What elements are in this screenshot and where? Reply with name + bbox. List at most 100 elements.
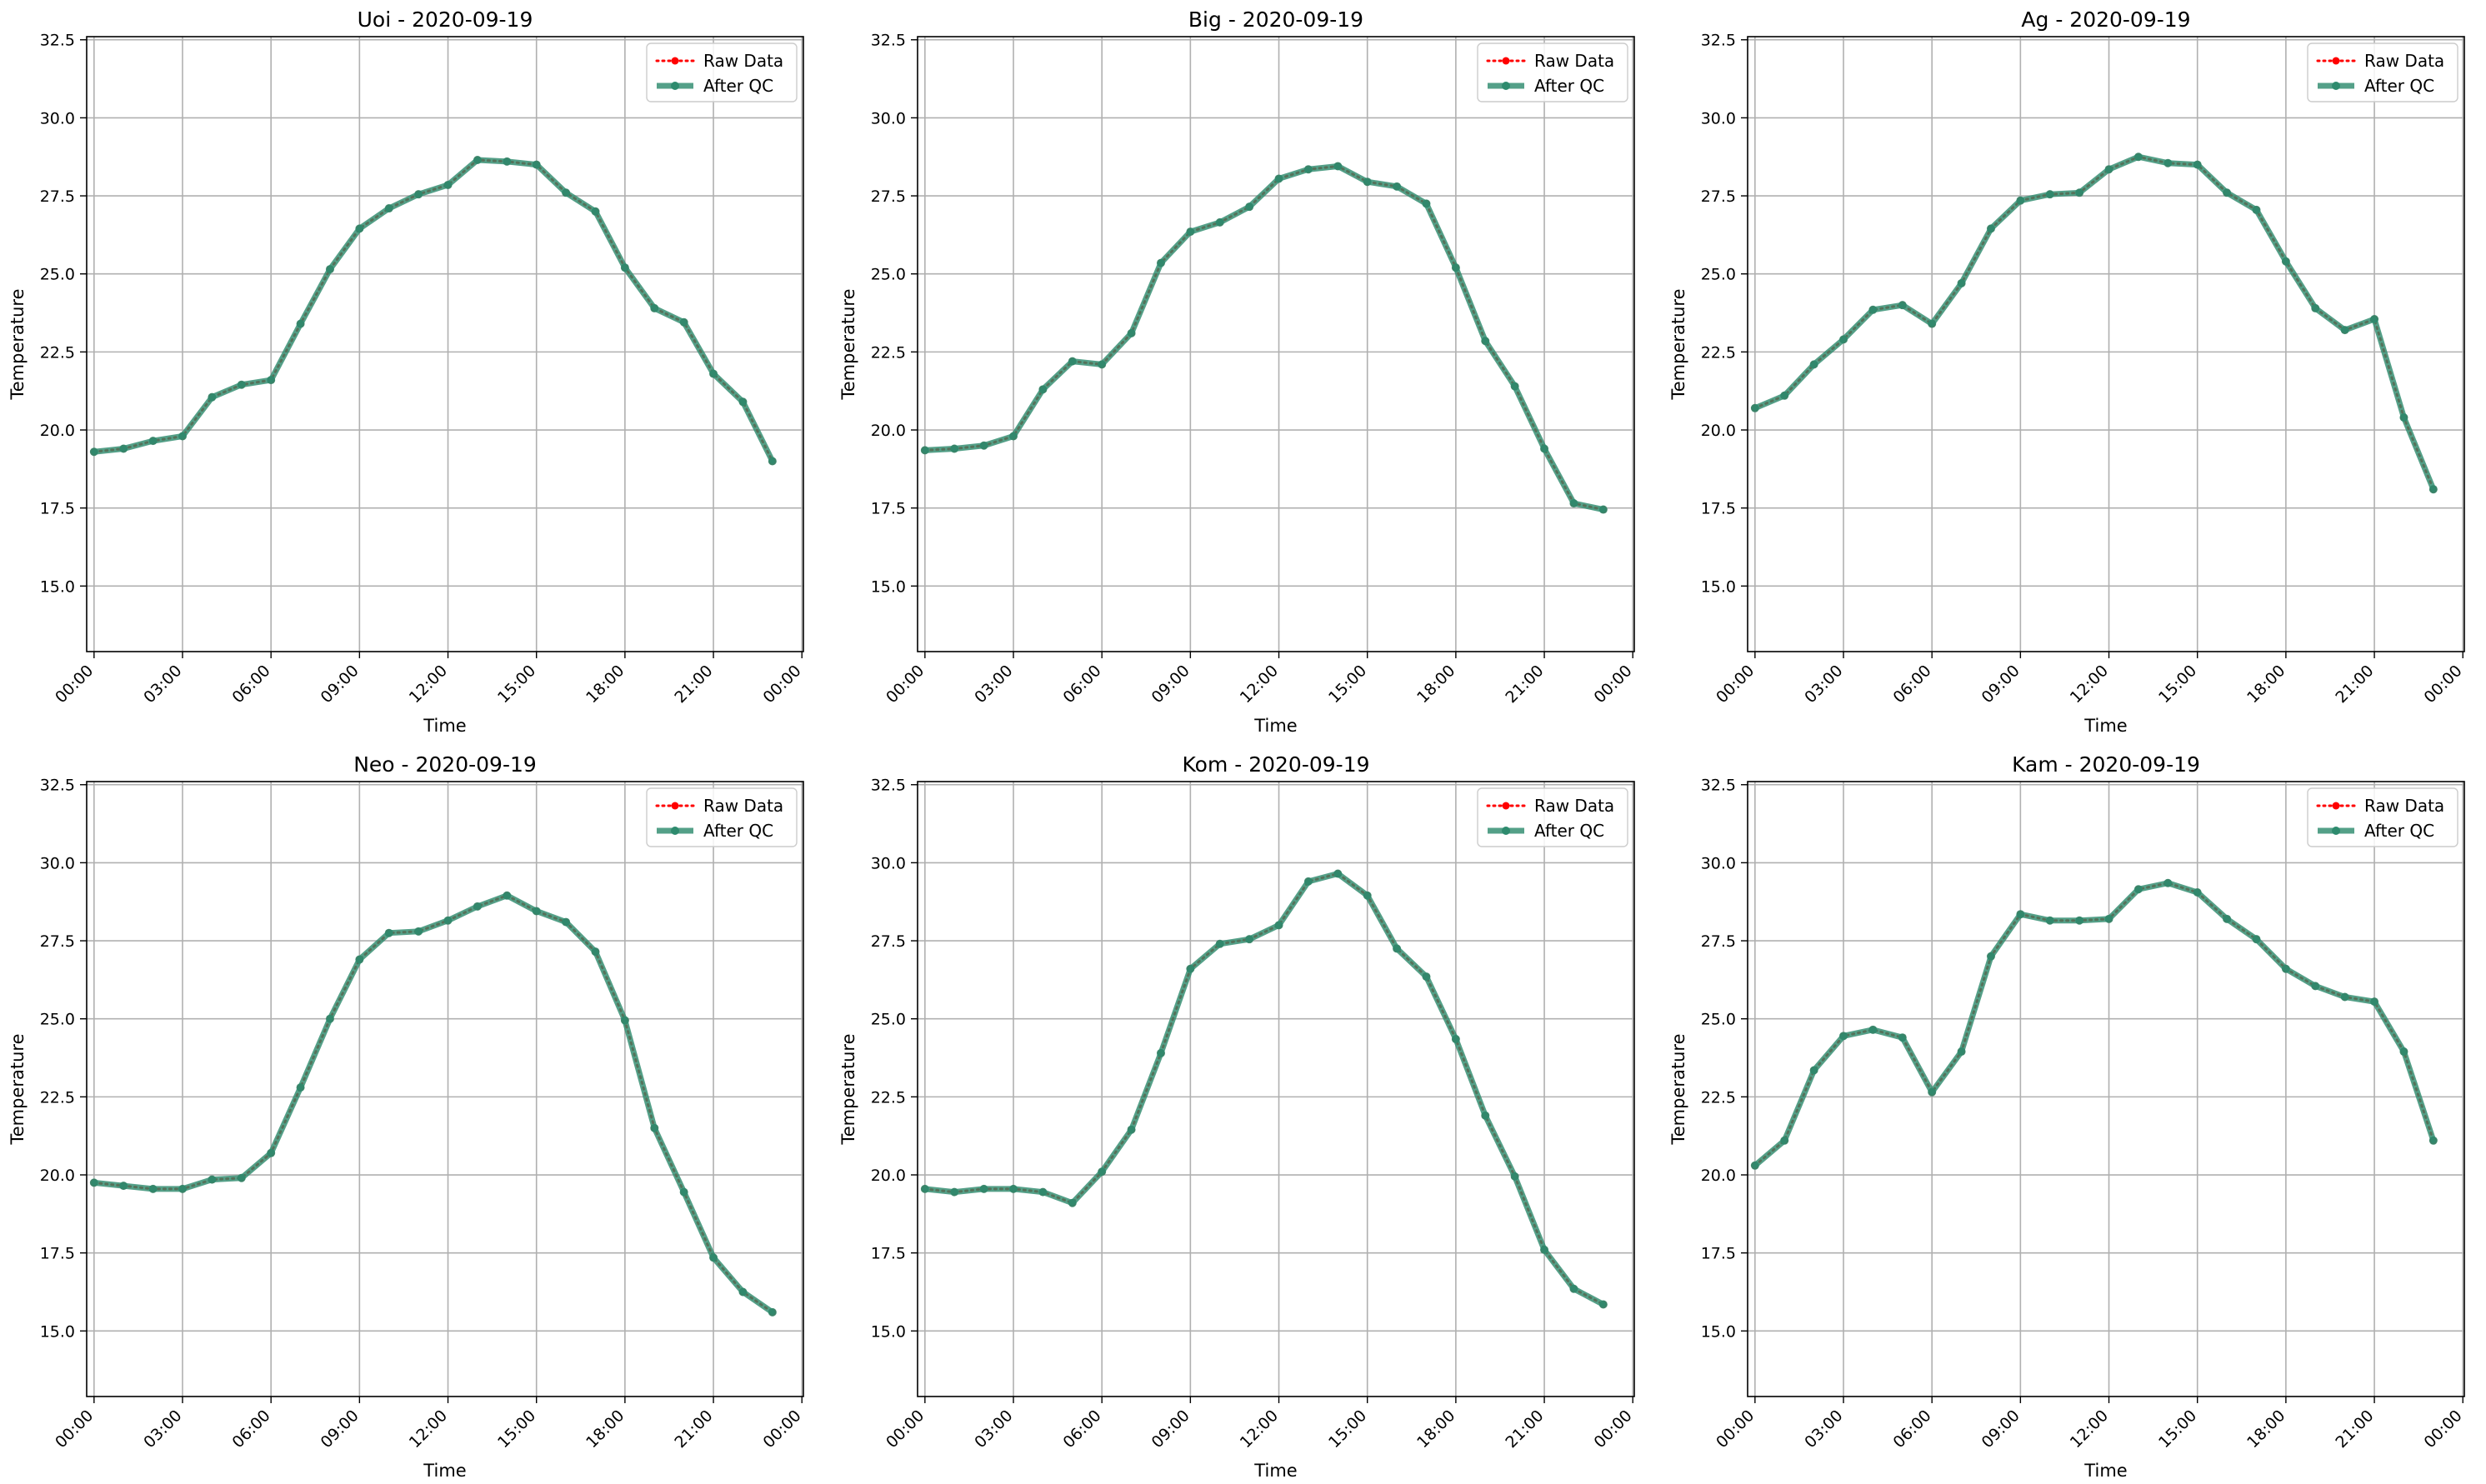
point-after-qc bbox=[679, 1187, 688, 1197]
chart-title: Ag - 2020-09-19 bbox=[2021, 7, 2190, 32]
point-after-qc bbox=[1928, 319, 1937, 328]
y-tick-label: 22.5 bbox=[40, 1088, 75, 1107]
x-tick-label: 12:00 bbox=[2067, 1407, 2112, 1452]
point-after-qc bbox=[89, 447, 98, 457]
point-after-qc bbox=[650, 1123, 659, 1132]
y-tick-label: 32.5 bbox=[871, 32, 906, 50]
point-after-qc bbox=[119, 1182, 128, 1191]
x-tick-label: 09:00 bbox=[1148, 662, 1193, 707]
y-tick-label: 27.5 bbox=[1701, 187, 1736, 206]
series-line-after-qc bbox=[1752, 153, 2437, 492]
point-after-qc bbox=[1068, 357, 1077, 366]
series-line-after-qc bbox=[922, 871, 1607, 1307]
y-tick-label: 17.5 bbox=[40, 1245, 75, 1263]
legend-marker-after-qc bbox=[1502, 827, 1510, 835]
y-tick-label: 20.0 bbox=[1701, 1167, 1736, 1185]
point-after-qc bbox=[679, 317, 688, 327]
point-after-qc bbox=[1540, 1245, 1549, 1254]
point-after-qc bbox=[2223, 188, 2232, 197]
legend-marker-raw-data bbox=[2332, 57, 2340, 65]
point-after-qc bbox=[620, 263, 629, 272]
point-after-qc bbox=[1215, 217, 1224, 227]
point-after-qc bbox=[267, 376, 276, 385]
y-tick-label: 20.0 bbox=[40, 422, 75, 440]
point-after-qc bbox=[1986, 952, 1995, 961]
point-after-qc bbox=[1898, 301, 1907, 310]
x-tick-label: 15:00 bbox=[494, 1407, 539, 1452]
point-after-qc bbox=[2016, 196, 2025, 205]
point-after-qc bbox=[355, 955, 364, 964]
point-after-qc bbox=[650, 303, 659, 312]
legend-marker-raw-data bbox=[2332, 802, 2340, 810]
point-after-qc bbox=[1569, 1284, 1578, 1293]
point-after-qc bbox=[1274, 174, 1283, 183]
point-after-qc bbox=[2340, 992, 2349, 1002]
point-after-qc bbox=[1393, 944, 1402, 953]
point-after-qc bbox=[1422, 199, 1431, 208]
point-after-qc bbox=[2428, 1136, 2438, 1145]
x-tick-label: 09:00 bbox=[1148, 1407, 1193, 1452]
legend-marker-after-qc bbox=[2332, 82, 2340, 90]
point-after-qc bbox=[1750, 403, 1759, 412]
y-tick-label: 30.0 bbox=[40, 109, 75, 127]
legend-label-raw-data: Raw Data bbox=[1534, 796, 1614, 816]
x-tick-label: 00:00 bbox=[883, 1407, 928, 1452]
x-tick-label: 00:00 bbox=[52, 1407, 97, 1452]
point-after-qc bbox=[738, 397, 748, 407]
point-after-qc bbox=[237, 1173, 246, 1182]
point-after-qc bbox=[503, 157, 512, 166]
point-after-qc bbox=[2075, 188, 2084, 197]
plot-frame bbox=[917, 36, 1635, 652]
x-axis-label: Time bbox=[423, 1461, 466, 1481]
point-after-qc bbox=[1098, 1167, 1107, 1177]
chart-3: 00:00 03:00 06:00 09:00 12:00 15:00 18:00 21:00… bbox=[1668, 7, 2466, 736]
x-tick-label: 12:00 bbox=[2067, 662, 2112, 707]
y-tick-label: 25.0 bbox=[1701, 1011, 1736, 1029]
x-tick-label: 06:00 bbox=[228, 1407, 273, 1452]
point-after-qc bbox=[414, 927, 423, 936]
plot-frame bbox=[1747, 36, 2465, 652]
x-tick-label: 15:00 bbox=[1325, 1407, 1370, 1452]
y-tick-label: 32.5 bbox=[40, 32, 75, 50]
y-tick-label: 17.5 bbox=[1701, 500, 1736, 518]
x-axis-label: Time bbox=[1253, 716, 1297, 736]
y-tick-label: 30.0 bbox=[1701, 109, 1736, 127]
point-after-qc bbox=[1957, 1047, 1966, 1057]
legend: Raw Data After QC bbox=[2307, 42, 2458, 102]
point-after-qc bbox=[979, 441, 988, 450]
x-tick-label: 21:00 bbox=[1502, 662, 1547, 707]
point-after-qc bbox=[1333, 162, 1343, 171]
y-tick-label: 22.5 bbox=[871, 1088, 906, 1107]
point-after-qc bbox=[1868, 305, 1878, 314]
point-after-qc bbox=[1303, 877, 1313, 886]
point-after-qc bbox=[1839, 1032, 1848, 1041]
y-tick-label: 25.0 bbox=[40, 1011, 75, 1029]
plot-frame bbox=[1747, 781, 2465, 1397]
point-after-qc bbox=[532, 907, 541, 916]
x-tick-label: 15:00 bbox=[494, 662, 539, 707]
plot-frame bbox=[917, 781, 1635, 1397]
x-tick-label: 00:00 bbox=[52, 662, 97, 707]
x-tick-label: 09:00 bbox=[1978, 662, 2023, 707]
legend: Raw Data After QC bbox=[1477, 42, 1628, 102]
point-after-qc bbox=[1363, 177, 1372, 187]
x-tick-label: 21:00 bbox=[2332, 662, 2377, 707]
point-after-qc bbox=[1038, 385, 1048, 394]
x-axis-label: Time bbox=[2083, 1461, 2127, 1481]
x-tick-label: 00:00 bbox=[1590, 1407, 1635, 1452]
point-after-qc bbox=[208, 1175, 217, 1184]
legend-label-raw-data: Raw Data bbox=[703, 796, 783, 816]
y-tick-label: 30.0 bbox=[1701, 854, 1736, 872]
point-after-qc bbox=[2340, 326, 2349, 335]
point-after-qc bbox=[2370, 315, 2379, 324]
legend: Raw Data After QC bbox=[1477, 787, 1628, 847]
y-tick-label: 27.5 bbox=[871, 187, 906, 206]
point-after-qc bbox=[1186, 227, 1195, 237]
y-tick-label: 15.0 bbox=[871, 577, 906, 596]
point-after-qc bbox=[2399, 1047, 2408, 1057]
legend-label-raw-data: Raw Data bbox=[2364, 796, 2444, 816]
y-tick-label: 25.0 bbox=[40, 266, 75, 284]
point-after-qc bbox=[532, 160, 541, 169]
series-line-raw-data bbox=[93, 894, 774, 1314]
legend-marker-after-qc bbox=[671, 82, 679, 90]
